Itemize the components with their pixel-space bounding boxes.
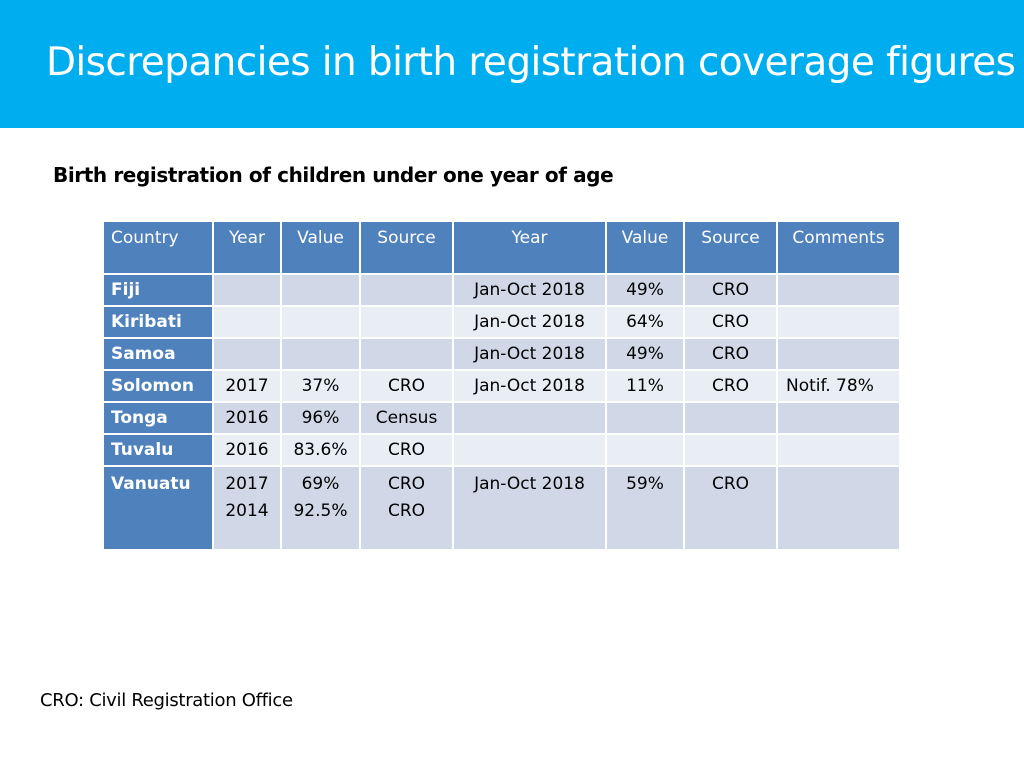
cell-year-2: Jan-Oct 2018 (452, 273, 607, 307)
cell-year-2: Jan-Oct 2018 (452, 337, 607, 371)
table-row: Solomon 2017 37% CRO Jan-Oct 2018 11% CRO Notif… (102, 369, 901, 403)
table-subtitle: Birth registration of children under one… (53, 163, 614, 187)
cell-year-1: 2016 (212, 401, 282, 435)
cell-year-1 (212, 273, 282, 307)
cell-country: Tuvalu (102, 433, 214, 467)
cell-source-1: Census (359, 401, 454, 435)
cell-value-1: 37% (280, 369, 361, 403)
cell-value-2: 49% (605, 273, 685, 307)
cell-source-1 (359, 337, 454, 371)
cell-source-1 (359, 305, 454, 339)
cell-value-2 (605, 433, 685, 467)
cell-year-2: Jan-Oct 2018 (452, 465, 607, 551)
cell-year-1: 2016 (212, 433, 282, 467)
cell-value-1: 83.6% (280, 433, 361, 467)
cell-country: Solomon (102, 369, 214, 403)
cell-year-2: Jan-Oct 2018 (452, 369, 607, 403)
header-comments: Comments (776, 220, 901, 275)
cell-value-2 (605, 401, 685, 435)
cell-source-2: CRO (683, 465, 778, 551)
cell-value-2: 49% (605, 337, 685, 371)
cell-source-2: CRO (683, 369, 778, 403)
cell-value-1 (280, 337, 361, 371)
header-country: Country (102, 220, 214, 275)
table-row: Samoa Jan-Oct 2018 49% CRO (102, 337, 901, 371)
title-bar: Discrepancies in birth registration cove… (0, 0, 1024, 128)
cell-country: Kiribati (102, 305, 214, 339)
cell-comments (776, 433, 901, 467)
cell-year-1 (212, 337, 282, 371)
cell-value-2: 59% (605, 465, 685, 551)
cell-year-2: Jan-Oct 2018 (452, 305, 607, 339)
cell-source-1: CRO (359, 433, 454, 467)
cell-comments (776, 273, 901, 307)
table-row: Kiribati Jan-Oct 2018 64% CRO (102, 305, 901, 339)
slide-title: Discrepancies in birth registration cove… (46, 40, 1016, 85)
cell-comments (776, 337, 901, 371)
cell-year-1: 2017 (212, 369, 282, 403)
table-row: Fiji Jan-Oct 2018 49% CRO (102, 273, 901, 307)
header-source-1: Source (359, 220, 454, 275)
cell-value-2: 11% (605, 369, 685, 403)
cell-source-2 (683, 401, 778, 435)
header-source-2: Source (683, 220, 778, 275)
cell-source-2 (683, 433, 778, 467)
cell-source-2: CRO (683, 305, 778, 339)
cell-value-1 (280, 273, 361, 307)
cell-year-1: 2017 2014 (212, 465, 282, 551)
cell-country: Vanuatu (102, 465, 214, 551)
cell-comments (776, 401, 901, 435)
cell-year-1 (212, 305, 282, 339)
cell-source-1: CRO (359, 369, 454, 403)
cell-value-1: 69% 92.5% (280, 465, 361, 551)
birth-registration-table: Country Year Value Source Year Value Sou… (102, 220, 901, 551)
cell-comments: Notif. 78% (776, 369, 901, 403)
cell-country: Tonga (102, 401, 214, 435)
cell-value-2: 64% (605, 305, 685, 339)
footnote: CRO: Civil Registration Office (40, 690, 293, 711)
table-row: Tuvalu 2016 83.6% CRO (102, 433, 901, 467)
header-year-1: Year (212, 220, 282, 275)
header-value-2: Value (605, 220, 685, 275)
cell-source-2: CRO (683, 337, 778, 371)
cell-value-1 (280, 305, 361, 339)
table-header-row: Country Year Value Source Year Value Sou… (102, 220, 901, 275)
table-row: Tonga 2016 96% Census (102, 401, 901, 435)
header-year-2: Year (452, 220, 607, 275)
cell-source-1 (359, 273, 454, 307)
cell-country: Fiji (102, 273, 214, 307)
header-value-1: Value (280, 220, 361, 275)
cell-value-1: 96% (280, 401, 361, 435)
cell-comments (776, 305, 901, 339)
table-row: Vanuatu 2017 2014 69% 92.5% CRO CRO Jan-Oct 201… (102, 465, 901, 551)
cell-source-1: CRO CRO (359, 465, 454, 551)
cell-source-2: CRO (683, 273, 778, 307)
cell-comments (776, 465, 901, 551)
cell-country: Samoa (102, 337, 214, 371)
cell-year-2 (452, 433, 607, 467)
cell-year-2 (452, 401, 607, 435)
